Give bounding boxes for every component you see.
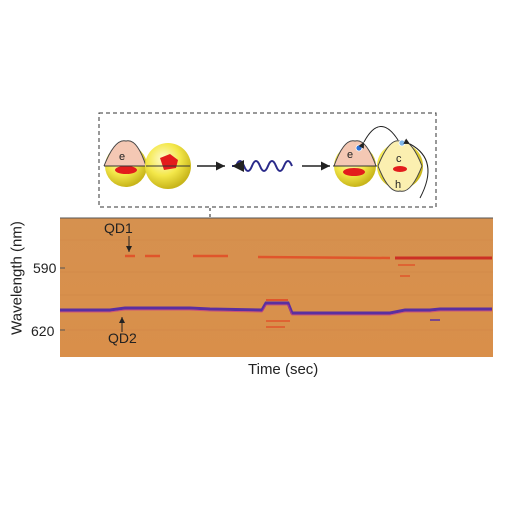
left-electron-label: e	[119, 151, 126, 163]
y-axis-label: Wavelength (nm)	[8, 221, 26, 335]
x-axis-label: Time (sec)	[248, 361, 319, 378]
right-electron-label: e	[347, 149, 354, 161]
qd2-label: QD2	[108, 330, 137, 346]
spectrum-panel	[60, 217, 493, 357]
qd1-label: QD1	[104, 220, 133, 236]
qd1-trace	[125, 254, 492, 277]
right-c-label: c	[396, 153, 402, 165]
photon-wave	[235, 160, 293, 172]
left-dot-pair	[103, 140, 191, 189]
inset-box	[98, 112, 437, 208]
right-dot-pair	[333, 126, 429, 199]
right-h-label: h	[395, 179, 402, 191]
tick-label-590: 590	[33, 260, 57, 276]
qd2-trace	[60, 299, 492, 328]
tick-label-620: 620	[31, 323, 55, 339]
